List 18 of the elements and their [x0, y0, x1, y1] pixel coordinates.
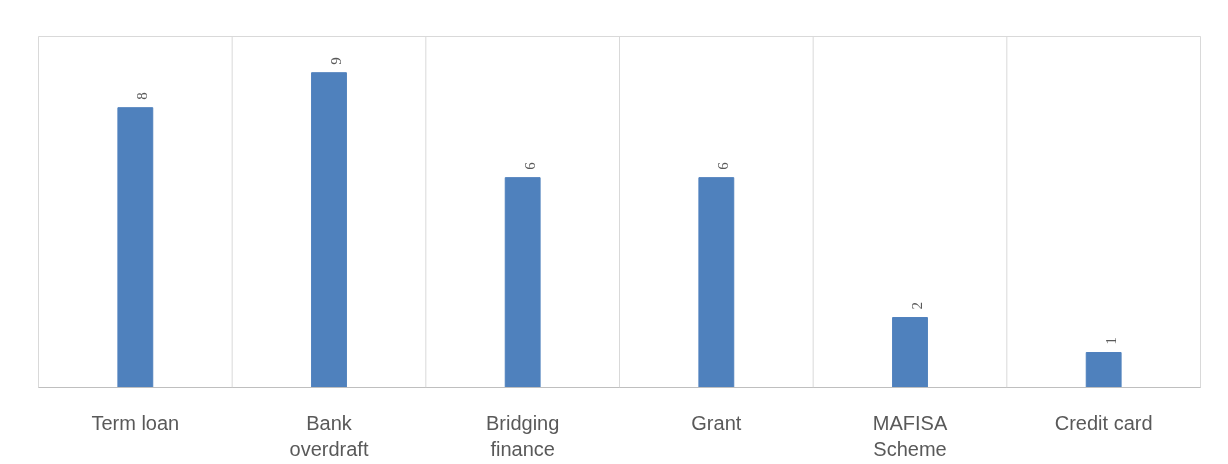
bar — [311, 72, 347, 388]
data-label: 2 — [909, 302, 925, 310]
x-tick-label: MAFISA Scheme — [872, 411, 948, 460]
data-label: 8 — [134, 92, 151, 100]
x-tick-label: Grant — [691, 411, 742, 434]
data-label: 9 — [328, 57, 344, 65]
bar — [117, 107, 154, 388]
data-label: 6 — [521, 161, 538, 170]
x-tick-label: Credit card — [1054, 411, 1153, 434]
bar — [892, 317, 928, 388]
data-label: 1 — [1102, 337, 1119, 345]
data-label: 6 — [715, 161, 732, 170]
x-tick-label: Bridging finance — [485, 411, 560, 460]
x-tick-label: Term loan — [91, 411, 180, 434]
bar — [1085, 352, 1122, 388]
bar — [698, 177, 735, 388]
bar — [504, 177, 541, 388]
x-tick-label: Bank overdraft — [289, 411, 369, 460]
